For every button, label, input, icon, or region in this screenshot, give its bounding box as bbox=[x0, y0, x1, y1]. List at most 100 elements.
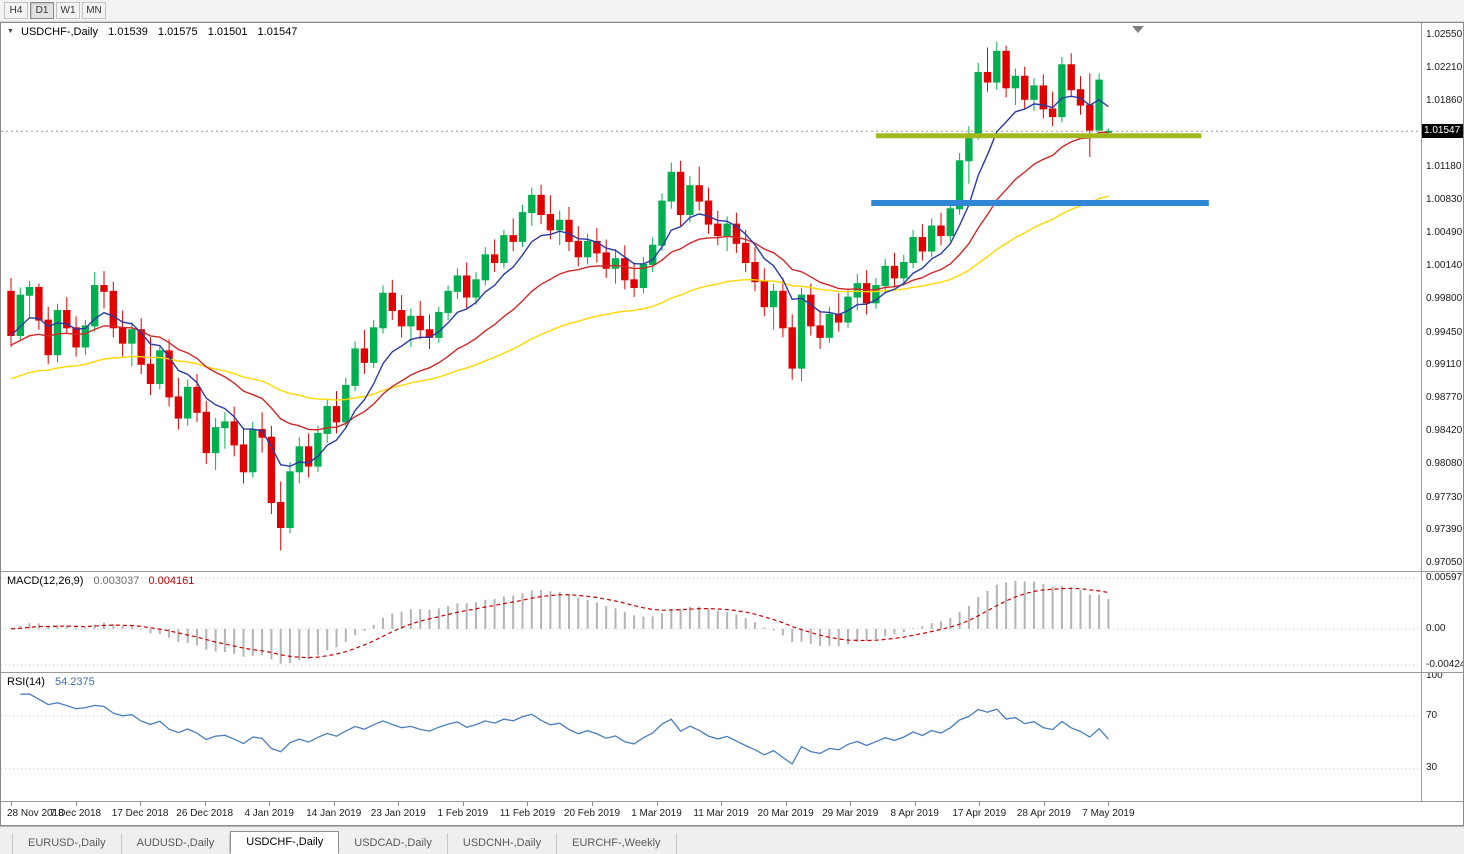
tab-usdchf-daily[interactable]: USDCHF-,Daily bbox=[230, 831, 340, 854]
moving-average-8[interactable] bbox=[10, 95, 1109, 468]
price-axis-label: 0.99800 bbox=[1426, 293, 1463, 304]
time-axis-label: 26 Dec 2018 bbox=[176, 808, 234, 819]
time-axis-tick bbox=[527, 802, 529, 806]
chart-shift-marker-icon[interactable] bbox=[1132, 26, 1144, 33]
candlestick-chart[interactable] bbox=[1, 23, 1421, 571]
moving-average-55[interactable] bbox=[10, 195, 1109, 401]
price-axis-label: 1.01180 bbox=[1426, 160, 1462, 172]
time-axis-label: 23 Jan 2019 bbox=[370, 808, 426, 819]
time-axis-tick bbox=[204, 802, 206, 806]
price-axis-label: 0.98080 bbox=[1426, 458, 1463, 470]
tab-eurusd-daily[interactable]: EURUSD-,Daily bbox=[12, 833, 122, 854]
time-axis-label: 1 Feb 2019 bbox=[437, 808, 489, 819]
price-axis-label: 0.99450 bbox=[1426, 326, 1463, 338]
panel-divider[interactable] bbox=[1, 571, 1463, 572]
ohlc-close: 1.01547 bbox=[257, 26, 298, 38]
tab-audusd-daily[interactable]: AUDUSD-,Daily bbox=[121, 833, 231, 854]
tab-usdcnh-daily[interactable]: USDCNH-,Daily bbox=[447, 833, 558, 854]
rsi-line bbox=[20, 693, 1109, 765]
time-axis-tick bbox=[269, 802, 271, 806]
tab-eurchf-weekly[interactable]: EURCHF-,Weekly bbox=[557, 833, 677, 854]
macd-chart[interactable] bbox=[1, 572, 1421, 672]
time-axis-label: 17 Dec 2018 bbox=[111, 808, 169, 819]
macd-signal-value: 0.004161 bbox=[148, 575, 195, 587]
price-axis-label: 1.02550 bbox=[1426, 29, 1463, 40]
moving-average-21[interactable] bbox=[10, 131, 1109, 431]
time-axis-label: 1 Mar 2019 bbox=[631, 808, 682, 819]
time-axis-tick bbox=[75, 802, 77, 806]
time-axis-tick bbox=[11, 802, 12, 806]
time-axis-tick bbox=[333, 802, 335, 806]
price-axis-label: 0.98420 bbox=[1426, 425, 1463, 437]
rsi-axis-label: 100 bbox=[1426, 673, 1443, 681]
time-axis-tick bbox=[785, 802, 787, 806]
macd-axis-label: -0.00424 bbox=[1426, 659, 1463, 670]
time-axis-label: 29 Mar 2019 bbox=[822, 808, 879, 819]
macd-panel[interactable]: MACD(12,26,9) 0.003037 0.004161 0.00597 0… bbox=[1, 572, 1463, 672]
time-axis-tick bbox=[140, 802, 142, 806]
time-axis-tick bbox=[1043, 802, 1045, 806]
current-price-badge: 1.01547 bbox=[1422, 124, 1463, 139]
time-axis-tick bbox=[462, 802, 464, 806]
rsi-name: RSI(14) bbox=[7, 676, 45, 688]
chart-symbol-period: USDCHF-,Daily bbox=[21, 26, 98, 38]
time-axis-label: 7 May 2019 bbox=[1082, 808, 1135, 819]
panel-divider[interactable] bbox=[1, 672, 1463, 673]
rsi-axis-label: 70 bbox=[1426, 709, 1438, 721]
macd-signal-line bbox=[10, 587, 1109, 659]
main-chart-panel[interactable]: ▼ USDCHF-,Daily 1.01539 1.01575 1.01501 … bbox=[1, 23, 1463, 571]
rsi-chart[interactable] bbox=[1, 673, 1421, 801]
macd-axis-label: 0.00597 bbox=[1426, 572, 1463, 583]
price-axis-border bbox=[1421, 23, 1422, 802]
price-axis-label: 0.97390 bbox=[1426, 524, 1463, 536]
ohlc-open: 1.01539 bbox=[108, 26, 148, 38]
time-axis-label: 11 Mar 2019 bbox=[693, 808, 749, 819]
candles bbox=[7, 41, 1113, 551]
timeframe-button-d1[interactable]: D1 bbox=[30, 2, 54, 19]
tab-usdcad-daily[interactable]: USDCAD-,Daily bbox=[339, 833, 448, 854]
rsi-axis-label: 30 bbox=[1426, 762, 1438, 774]
time-axis-tick bbox=[398, 802, 400, 806]
rsi-value: 54.2375 bbox=[54, 676, 95, 688]
timeframe-toolbar: H4 D1 W1 MN bbox=[0, 0, 1464, 22]
price-axis-label: 1.00490 bbox=[1426, 226, 1463, 238]
macd-name: MACD(12,26,9) bbox=[7, 575, 84, 587]
price-axis-label: 1.01860 bbox=[1426, 95, 1463, 107]
price-axis-label: 1.00830 bbox=[1426, 194, 1463, 206]
time-axis-label: 20 Mar 2019 bbox=[757, 808, 814, 819]
rsi-label: RSI(14) 54.2375 bbox=[7, 676, 95, 688]
time-axis-label: 11 Feb 2019 bbox=[499, 808, 556, 819]
price-axis-label: 0.98770 bbox=[1426, 391, 1463, 403]
macd-value: 0.003037 bbox=[93, 575, 140, 587]
time-axis-label: 28 Nov 2018 bbox=[7, 808, 64, 819]
time-axis[interactable]: 28 Nov 2018 7 Dec 2018 17 Dec 2018 26 Dec 2… bbox=[1, 802, 1463, 825]
time-axis-label: 7 Dec 2018 bbox=[49, 808, 102, 819]
price-axis-label: 0.97050 bbox=[1426, 557, 1463, 568]
time-axis-tick bbox=[979, 802, 981, 806]
price-axis-label: 1.00140 bbox=[1426, 260, 1463, 272]
macd-histogram bbox=[19, 580, 1110, 664]
time-axis-tick bbox=[914, 802, 916, 806]
timeframe-button-mn[interactable]: MN bbox=[82, 2, 106, 19]
ohlc-low: 1.01501 bbox=[207, 26, 248, 38]
timeframe-button-w1[interactable]: W1 bbox=[56, 2, 80, 19]
price-axis-label: 1.02210 bbox=[1426, 61, 1463, 73]
chart-tabbar: EURUSD-,Daily AUDUSD-,Daily USDCHF-,Daily U… bbox=[0, 826, 1464, 854]
symbol-dropdown-icon[interactable]: ▼ bbox=[7, 28, 14, 35]
time-axis-label: 20 Feb 2019 bbox=[563, 808, 621, 819]
time-axis-tick bbox=[850, 802, 852, 806]
time-axis-label: 14 Jan 2019 bbox=[306, 808, 362, 819]
time-axis-label: 28 Apr 2019 bbox=[1016, 808, 1071, 819]
timeframe-button-h4[interactable]: H4 bbox=[4, 2, 28, 19]
time-axis-label: 8 Apr 2019 bbox=[890, 808, 939, 819]
time-axis-label: 17 Apr 2019 bbox=[952, 808, 1007, 819]
panel-divider bbox=[1, 801, 1463, 802]
chart-window: ▼ USDCHF-,Daily 1.01539 1.01575 1.01501 … bbox=[0, 22, 1464, 826]
chart-title: ▼ USDCHF-,Daily 1.01539 1.01575 1.01501 … bbox=[7, 26, 297, 38]
price-axis-label: 0.99110 bbox=[1426, 359, 1462, 371]
rsi-panel[interactable]: RSI(14) 54.2375 100 70 30 bbox=[1, 673, 1463, 801]
price-axis-label: 0.97730 bbox=[1426, 491, 1463, 503]
macd-label: MACD(12,26,9) 0.003037 0.004161 bbox=[7, 575, 194, 587]
macd-axis-label: 0.00 bbox=[1426, 622, 1446, 634]
